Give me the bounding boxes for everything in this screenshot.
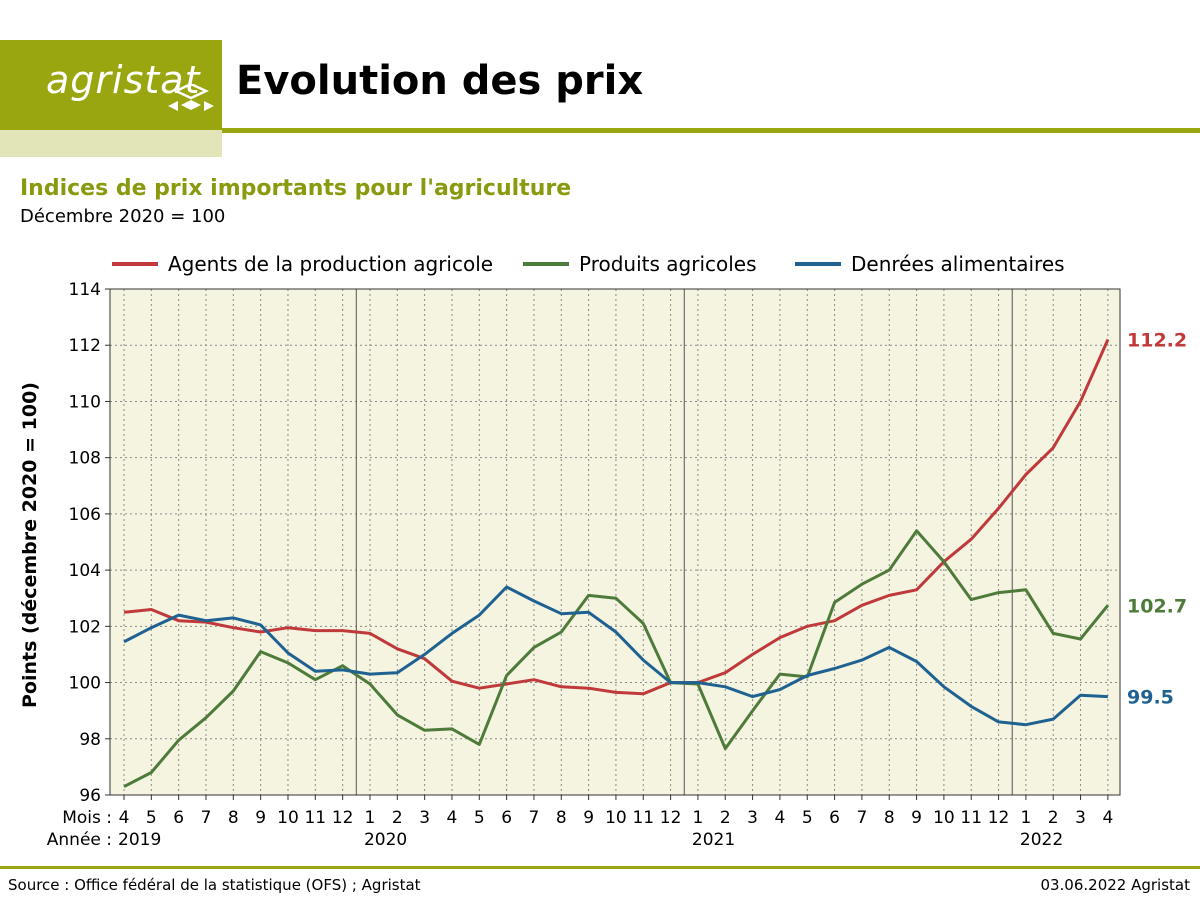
x-tick-label: 1 <box>365 808 376 828</box>
x-tick-label: 5 <box>146 808 157 828</box>
x-tick-label: 7 <box>529 808 540 828</box>
plot-border <box>109 288 1121 796</box>
x-tick-label: 10 <box>277 808 299 828</box>
series-line <box>123 529 1110 788</box>
y-tick-label: 112 <box>69 336 101 356</box>
y-tick-label: 96 <box>79 786 101 806</box>
y-tick-label: 110 <box>69 392 101 412</box>
x-tick-label: 9 <box>911 808 922 828</box>
x-tick-label: 10 <box>605 808 627 828</box>
y-tick-label: 102 <box>69 617 101 637</box>
logo-mark-icon <box>168 84 214 111</box>
chart-subtitle: Décembre 2020 = 100 <box>20 206 226 227</box>
page-title: Evolution des prix <box>236 58 644 104</box>
x-tick-label: 12 <box>988 808 1010 828</box>
source-note: Source : Office fédéral de la statistiqu… <box>8 876 421 894</box>
x-tick-label: 1 <box>1020 808 1031 828</box>
y-tick-label: 108 <box>69 449 101 469</box>
x-tick-label: 3 <box>419 808 430 828</box>
x-tick-label: 1 <box>693 808 704 828</box>
series-end-label: 99.5 <box>1127 687 1174 709</box>
x-tick-label: 4 <box>775 808 786 828</box>
x-tick-label: 6 <box>501 808 512 828</box>
year-label: 2019 <box>118 830 161 850</box>
y-tick-label: 104 <box>69 561 101 581</box>
x-tick-label: 4 <box>447 808 458 828</box>
x-tick-label: 3 <box>1075 808 1086 828</box>
x-tick-label: 9 <box>583 808 594 828</box>
legend-label: Denrées alimentaires <box>851 252 1065 276</box>
x-tick-label: 7 <box>856 808 867 828</box>
x-tick-label: 2 <box>1048 808 1059 828</box>
x-tick-label: 8 <box>228 808 239 828</box>
series-end-label: 112.2 <box>1127 330 1187 352</box>
x-tick-label: 9 <box>255 808 266 828</box>
legend-label: Agents de la production agricole <box>168 252 493 276</box>
x-tick-label: 3 <box>747 808 758 828</box>
x-tick-label: 2 <box>720 808 731 828</box>
series-end-label: 102.7 <box>1127 595 1187 617</box>
x-tick-label: 12 <box>660 808 682 828</box>
x-tick-label: 8 <box>556 808 567 828</box>
footer-rule <box>0 866 1200 869</box>
year-label: 2020 <box>364 830 407 850</box>
legend-label: Produits agricoles <box>579 252 757 276</box>
x-tick-label: 8 <box>884 808 895 828</box>
year-label: 2021 <box>692 830 735 850</box>
x-tick-label: 5 <box>474 808 485 828</box>
x-tick-label: 12 <box>332 808 354 828</box>
year-label: 2022 <box>1020 830 1063 850</box>
x-tick-label: 11 <box>304 808 326 828</box>
footer-date: 03.06.2022 Agristat <box>1040 876 1190 894</box>
x-tick-label: 7 <box>201 808 212 828</box>
x-tick-label: 6 <box>173 808 184 828</box>
x-tick-label: 4 <box>1102 808 1113 828</box>
plot-area <box>110 289 1120 795</box>
x-tick-label: 11 <box>632 808 654 828</box>
logo-background <box>0 40 222 130</box>
header-rule <box>222 128 1200 133</box>
x-tick-label: 2 <box>392 808 403 828</box>
series-line <box>123 585 1108 727</box>
y-tick-label: 98 <box>79 730 101 750</box>
month-row-label: Mois : <box>62 808 112 828</box>
x-tick-label: 6 <box>829 808 840 828</box>
logo-text: agristat <box>46 58 201 102</box>
x-tick-label: 10 <box>933 808 955 828</box>
y-tick-label: 106 <box>69 505 101 525</box>
y-tick-label: 114 <box>69 280 101 300</box>
x-tick-label: 4 <box>119 808 130 828</box>
chart-title: Indices de prix importants pour l'agricu… <box>20 176 572 201</box>
x-tick-label: 11 <box>960 808 982 828</box>
year-row-label: Année : <box>47 830 112 850</box>
y-tick-label: 100 <box>69 674 101 694</box>
x-tick-label: 5 <box>802 808 813 828</box>
logo-band <box>0 130 222 157</box>
